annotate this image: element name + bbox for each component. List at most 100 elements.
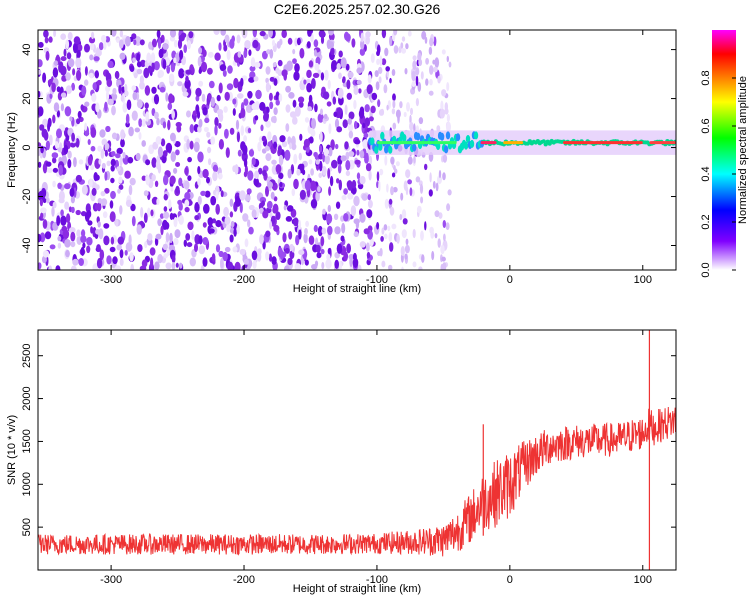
- spectrogram-noise-blob: [424, 163, 428, 171]
- spectrogram-noise-blob: [407, 30, 412, 37]
- spectrogram-noise-blob: [165, 232, 170, 243]
- spectrogram-noise-blob: [292, 99, 297, 108]
- spectrogram-noise-blob: [293, 71, 300, 81]
- spectrogram-noise-blob: [65, 249, 70, 258]
- spectrogram-noise-blob: [162, 121, 167, 129]
- spectrogram-noise-blob: [239, 248, 246, 256]
- spectrogram-x-tick-label: 100: [634, 274, 652, 286]
- spectrogram-noise-blob: [298, 249, 305, 256]
- spectrogram-noise-blob: [197, 56, 202, 67]
- spectrogram-noise-blob: [166, 65, 171, 74]
- spectrogram-noise-blob: [275, 99, 280, 106]
- spectrogram-noise-blob: [232, 246, 238, 253]
- spectrogram-noise-blob: [114, 70, 120, 80]
- spectrogram-noise-blob: [170, 151, 176, 162]
- spectrogram-noise-blob: [38, 90, 41, 98]
- spectrogram-noise-blob: [359, 175, 366, 185]
- spectrogram-noise-blob: [216, 94, 221, 102]
- spectrogram-noise-blob: [275, 211, 281, 220]
- spectrogram-noise-blob: [125, 36, 131, 47]
- snr-panel: -300 -200 -100 0 100 500 1000 1500 2000 2500 Heig…: [6, 329, 677, 595]
- spectrogram-noise-blob: [212, 171, 218, 182]
- spectrogram-noise-blob: [77, 43, 83, 52]
- spectrogram-noise-blob: [336, 126, 343, 133]
- spectrogram-noise-blob: [417, 81, 422, 92]
- spectrogram-noise-blob: [229, 234, 234, 243]
- spectrogram-noise-blob: [179, 262, 183, 269]
- spectrogram-noise-blob: [391, 108, 396, 115]
- spectrogram-noise-blob: [106, 160, 111, 167]
- spectrogram-noise-blob: [162, 243, 168, 251]
- spectrogram-noise-blob: [278, 93, 283, 102]
- spectrogram-noise-blob: [76, 229, 81, 237]
- spectrogram-noise-blob: [151, 61, 155, 73]
- spectrogram-noise-blob: [246, 188, 252, 195]
- spectrogram-noise-blob: [283, 205, 287, 211]
- colorbar-ticks: 0.0 0.2 0.4 0.6 0.8: [700, 70, 736, 278]
- spectrogram-noise-blob: [265, 120, 271, 128]
- spectrogram-noise-blob: [159, 86, 166, 93]
- spectrogram-noise-blob: [446, 55, 449, 63]
- spectrogram-noise-blob: [48, 134, 53, 146]
- spectrogram-noise-blob: [401, 266, 404, 270]
- spectrogram-noise-blob: [378, 66, 383, 74]
- spectrogram-noise-blob: [122, 102, 128, 113]
- spectrogram-noise-blob: [319, 145, 323, 153]
- spectrogram-noise-blob: [118, 184, 124, 190]
- spectrogram-noise-blob: [69, 187, 75, 197]
- spectrogram-signal-cell: [443, 145, 449, 154]
- spectrogram-noise-blob: [384, 198, 389, 209]
- spectrogram-signal-cell: [439, 132, 445, 141]
- spectrogram-noise-blob: [269, 101, 274, 110]
- spectrogram-noise-blob: [187, 221, 194, 231]
- spectrogram-noise-blob: [446, 113, 450, 123]
- spectrogram-noise-blob: [359, 150, 365, 159]
- spectrogram-noise-blob: [364, 156, 369, 164]
- spectrogram-noise-blob: [206, 131, 211, 138]
- spectrogram-noise-blob: [144, 102, 149, 109]
- spectrogram-noise-blob: [210, 136, 216, 145]
- spectrogram-noise-blob: [237, 149, 242, 157]
- spectrogram-noise-blob: [208, 158, 212, 166]
- spectrogram-noise-blob: [285, 104, 291, 113]
- spectrogram-noise-blob: [198, 245, 206, 255]
- spectrogram-noise-blob: [90, 226, 94, 234]
- spectrogram-noise-blob: [404, 253, 408, 260]
- spectrogram-noise-blob: [117, 188, 121, 194]
- spectrogram-noise-blob: [415, 176, 421, 183]
- spectrogram-noise-blob: [257, 251, 262, 262]
- spectrogram-noise-blob: [86, 236, 93, 246]
- spectrogram-noise-blob: [356, 172, 361, 180]
- spectrogram-noise-blob: [166, 248, 170, 256]
- spectrogram-noise-blob: [208, 228, 215, 234]
- spectrogram-noise-blob: [147, 65, 152, 73]
- spectrogram-noise-blob: [342, 119, 348, 129]
- spectrogram-noise-blob: [72, 68, 76, 76]
- spectrogram-noise-blob: [95, 49, 102, 57]
- spectrogram-noise-blob: [279, 181, 283, 188]
- spectrogram-noise-blob: [379, 55, 383, 67]
- spectrogram-y-tick-label: 40: [21, 43, 33, 55]
- spectrogram-noise-blob: [47, 122, 51, 132]
- spectrogram-noise-blob: [168, 93, 174, 104]
- spectrogram-noise-blob: [254, 170, 260, 180]
- spectrogram-noise-blob: [203, 126, 209, 133]
- spectrogram-noise-blob: [321, 227, 327, 235]
- spectrogram-noise-blob: [415, 98, 419, 107]
- colorbar-tick-label: 0.0: [700, 262, 712, 277]
- spectrogram-noise-blob: [265, 230, 271, 238]
- spectrogram-noise-blob: [377, 250, 381, 256]
- spectrogram-x-tick-label: -200: [233, 274, 255, 286]
- spectrogram-noise-blob: [94, 203, 102, 211]
- spectrogram-signal-cell: [370, 137, 375, 146]
- spectrogram-noise-blob: [417, 52, 422, 61]
- spectrogram-noise-blob: [318, 153, 324, 160]
- spectrogram-noise-blob: [384, 233, 388, 240]
- spectrogram-noise-blob: [385, 66, 391, 72]
- spectrogram-noise-blob: [312, 72, 320, 78]
- spectrogram-noise-blob: [224, 246, 231, 253]
- spectrogram-noise-blob: [225, 147, 230, 159]
- spectrogram-noise-blob: [43, 30, 49, 38]
- spectrogram-noise-blob: [115, 218, 119, 227]
